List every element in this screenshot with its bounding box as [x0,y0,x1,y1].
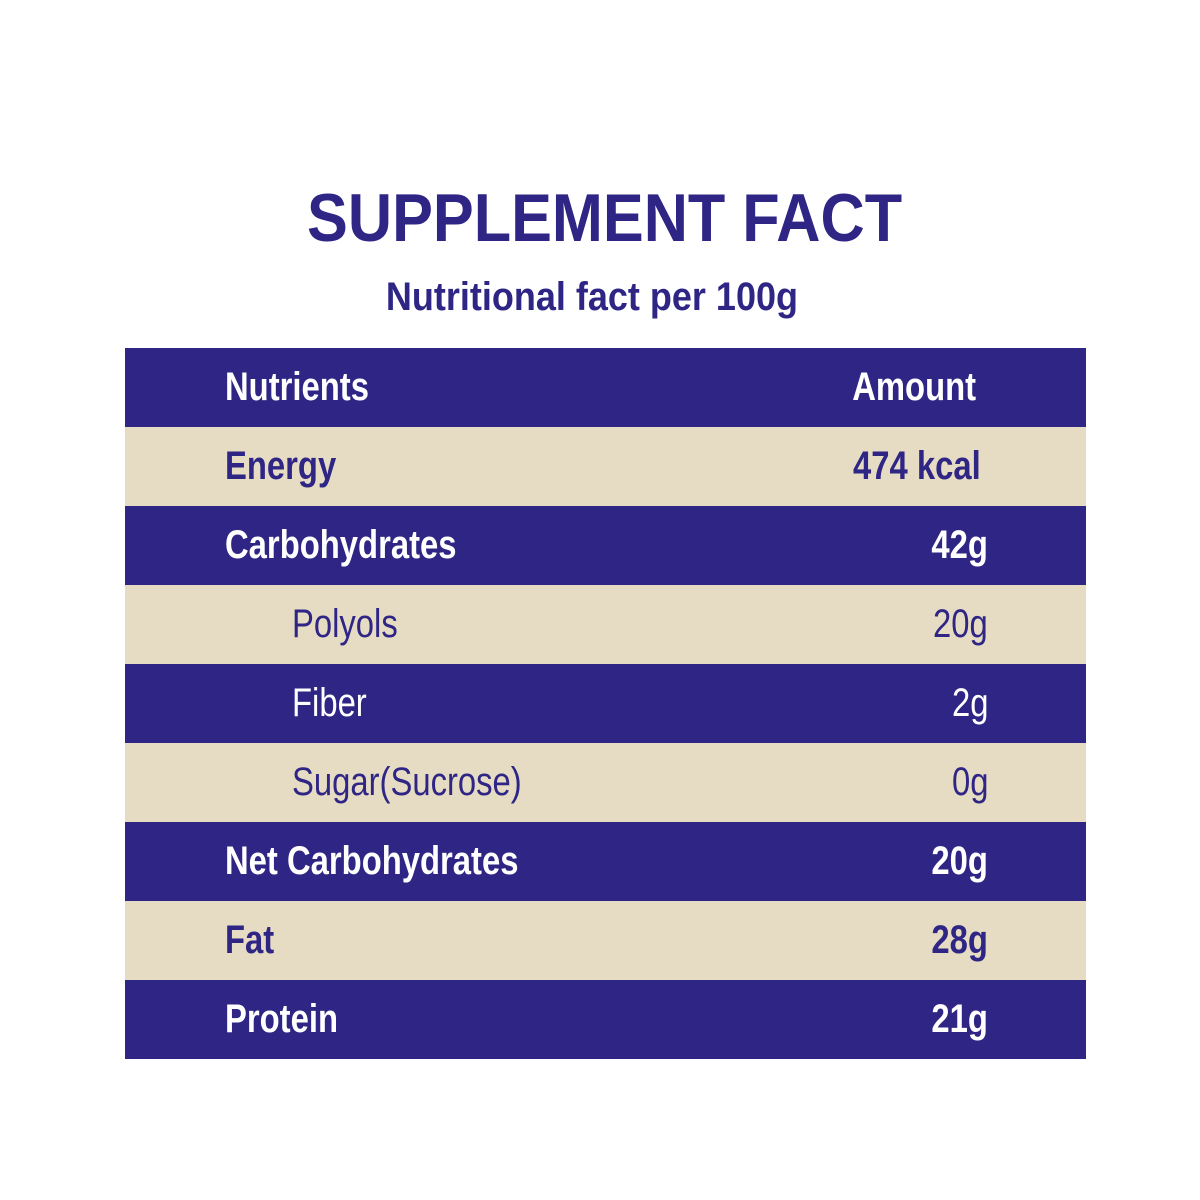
page-title: SUPPLEMENT FACT [0,180,1200,256]
nutrient-name: Protein [225,997,338,1041]
subtitle-text: Nutritional fact per 100g [385,275,799,319]
table-header: Nutrients Amount [125,348,1086,427]
table-row: Fiber 2g [125,664,1086,743]
nutrient-name: Net Carbohydrates [225,839,519,883]
nutrient-amount: 0g [951,760,988,804]
nutrient-name: Polyols [292,602,398,646]
nutrient-amount: 2g [951,681,988,725]
header-amount: Amount [852,365,976,409]
nutrient-name: Carbohydrates [225,523,457,567]
table-row: Carbohydrates 42g [125,506,1086,585]
nutrient-amount: 21g [931,997,988,1041]
header-nutrients: Nutrients [225,365,369,409]
page-subtitle: Nutritional fact per 100g [0,273,1184,321]
table-row: Protein 21g [125,980,1086,1059]
nutrient-amount: 42g [931,523,988,567]
table-row: Polyols 20g [125,585,1086,664]
table-row: Energy 474 kcal [125,427,1086,506]
title-text: SUPPLEMENT FACT [307,180,903,256]
table-row: Fat 28g [125,901,1086,980]
nutrient-name: Sugar(Sucrose) [292,760,522,804]
nutrient-amount: 474 kcal [853,444,981,488]
nutrient-name: Fat [225,918,275,962]
nutrient-amount: 20g [931,839,988,883]
nutrient-name: Fiber [292,681,367,725]
nutrition-table: Nutrients Amount Energy 474 kcal Carbohy… [125,348,1086,1059]
nutrient-amount: 28g [931,918,988,962]
table-row: Sugar(Sucrose) 0g [125,743,1086,822]
table-row: Net Carbohydrates 20g [125,822,1086,901]
nutrient-name: Energy [225,444,337,488]
nutrient-amount: 20g [933,602,988,646]
